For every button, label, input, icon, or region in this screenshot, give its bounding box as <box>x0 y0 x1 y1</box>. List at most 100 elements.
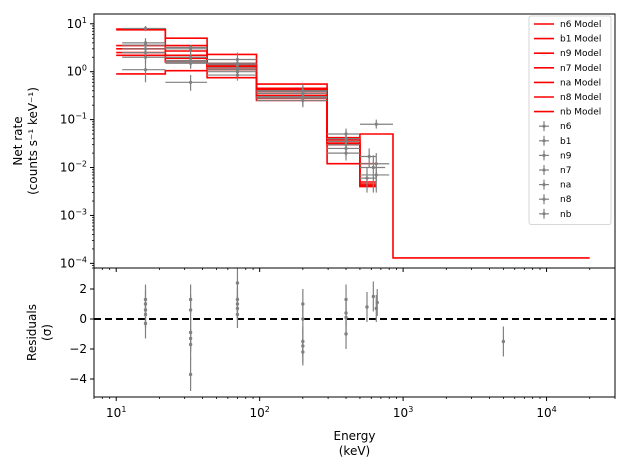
y-tick-label: −4 <box>69 372 87 386</box>
residual-point <box>501 326 506 357</box>
y-label-line1: Residuals <box>25 304 39 361</box>
tick-base: 10 <box>60 113 75 127</box>
residual-marker <box>344 315 348 320</box>
legend-label: na Model <box>560 78 601 88</box>
residual-point <box>188 358 193 391</box>
legend-label: n8 Model <box>560 93 601 103</box>
tick-exponent: 0 <box>82 64 87 73</box>
legend-label: b1 Model <box>560 35 601 45</box>
data-series-n6 <box>122 25 360 147</box>
point-marker <box>371 165 375 170</box>
legend-label: n9 Model <box>560 49 601 59</box>
data-point <box>165 75 208 91</box>
point-marker <box>344 132 348 136</box>
residual-marker <box>188 372 193 377</box>
model-line-na-model <box>116 51 377 188</box>
tick-base: 10 <box>67 65 82 79</box>
legend: n6 Model b1 Model n9 Model n7 Model na Model… <box>528 15 612 225</box>
legend-label: n7 Model <box>560 64 601 74</box>
data-point <box>165 58 208 69</box>
model-line-b1-model <box>116 28 590 259</box>
residual-marker <box>365 305 369 309</box>
tick-exponent: −3 <box>75 207 87 216</box>
data-point <box>122 59 166 83</box>
residual-point <box>371 281 376 312</box>
legend-swatch-marker <box>542 197 546 201</box>
x-tick-label: 103 <box>393 405 413 420</box>
tick-base: 10 <box>67 17 82 31</box>
legend-item: n9 <box>539 150 572 161</box>
residual-point <box>344 319 348 349</box>
legend-swatch-marker <box>542 139 546 143</box>
legend-swatch-marker <box>542 183 546 187</box>
legend-swatch-marker <box>542 124 546 128</box>
data-point <box>359 119 393 129</box>
legend-item: n6 Model <box>534 20 601 30</box>
point-marker <box>365 176 369 180</box>
legend-label: n8 <box>560 195 572 205</box>
model-line-n6-model <box>116 29 360 145</box>
y-tick-label: 101 <box>67 16 87 31</box>
tick-base: 10 <box>60 256 75 270</box>
data-point <box>207 67 257 77</box>
tick-exponent: −1 <box>75 112 87 121</box>
data-point <box>327 146 360 161</box>
tick-exponent: 3 <box>408 405 413 414</box>
residual-marker <box>235 281 240 285</box>
y-tick-label: 10−2 <box>60 160 87 175</box>
legend-item: n9 Model <box>534 49 601 59</box>
y-label-line2: (σ) <box>40 324 54 341</box>
legend-swatch-marker <box>542 153 546 157</box>
y-axis-label-top: Net rate(counts s⁻¹ keV⁻¹) <box>11 87 40 195</box>
point-marker <box>235 61 240 65</box>
tick-base: 10 <box>60 208 75 222</box>
residual-marker <box>501 339 506 344</box>
residual-point <box>143 308 148 339</box>
legend-label: n9 <box>560 151 572 161</box>
residual-marker <box>375 300 379 305</box>
x-tick-label: 102 <box>249 405 269 420</box>
residuals-plot-area <box>94 268 615 391</box>
y-axis-bottom: −4 −2 0 2 <box>69 282 94 386</box>
legend-box <box>528 15 612 225</box>
legend-item: nb Model <box>534 108 601 118</box>
data-point <box>165 45 208 54</box>
data-point <box>165 57 208 68</box>
residual-point <box>235 301 240 328</box>
residual-point <box>188 329 193 360</box>
data-point <box>122 51 166 64</box>
point-marker <box>143 26 148 31</box>
tick-base: 10 <box>536 406 551 420</box>
legend-item: b1 <box>539 135 571 147</box>
data-point <box>256 90 328 104</box>
tick-base: 10 <box>106 406 121 420</box>
y-tick-label: 10−3 <box>60 207 87 222</box>
point-marker <box>374 122 378 126</box>
point-marker <box>235 70 240 74</box>
point-marker <box>344 143 348 147</box>
legend-item: nb <box>539 208 572 220</box>
x-label-line2: (keV) <box>339 444 370 458</box>
data-point <box>122 25 166 32</box>
legend-item: n7 <box>539 165 571 176</box>
x-axis-label: Energy (keV) <box>333 429 375 458</box>
x-axis-bottom: 101 102 103 104 <box>93 397 616 420</box>
legend-label: n6 Model <box>560 20 601 30</box>
model-line-n7-model <box>116 69 377 185</box>
legend-item: b1 Model <box>534 35 601 45</box>
residual-marker <box>143 321 148 326</box>
data-point <box>256 94 328 108</box>
x-label-line1: Energy <box>333 429 375 443</box>
residual-marker <box>344 332 348 336</box>
point-marker <box>188 60 193 64</box>
tick-exponent: −2 <box>75 160 87 169</box>
tick-base: 10 <box>249 406 264 420</box>
legend-label: b1 <box>560 137 571 147</box>
y-label-line1: Net rate <box>11 116 25 165</box>
spectrum-plot-area <box>116 25 590 259</box>
point-marker <box>344 151 348 155</box>
y-tick-label: 10−1 <box>60 112 87 127</box>
tick-base: 10 <box>393 406 408 420</box>
